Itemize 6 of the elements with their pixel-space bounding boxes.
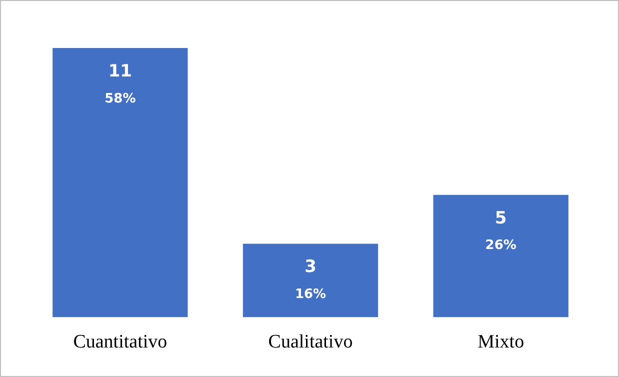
x-tick-label: Cuantitativo [73,332,168,353]
x-tick-label: Mixto [478,332,524,353]
data-label: 3 16% [294,257,326,302]
x-tick-label: Cualitativo [268,332,353,353]
data-label: 11 58% [104,61,136,106]
data-label: 5 26% [485,208,516,254]
